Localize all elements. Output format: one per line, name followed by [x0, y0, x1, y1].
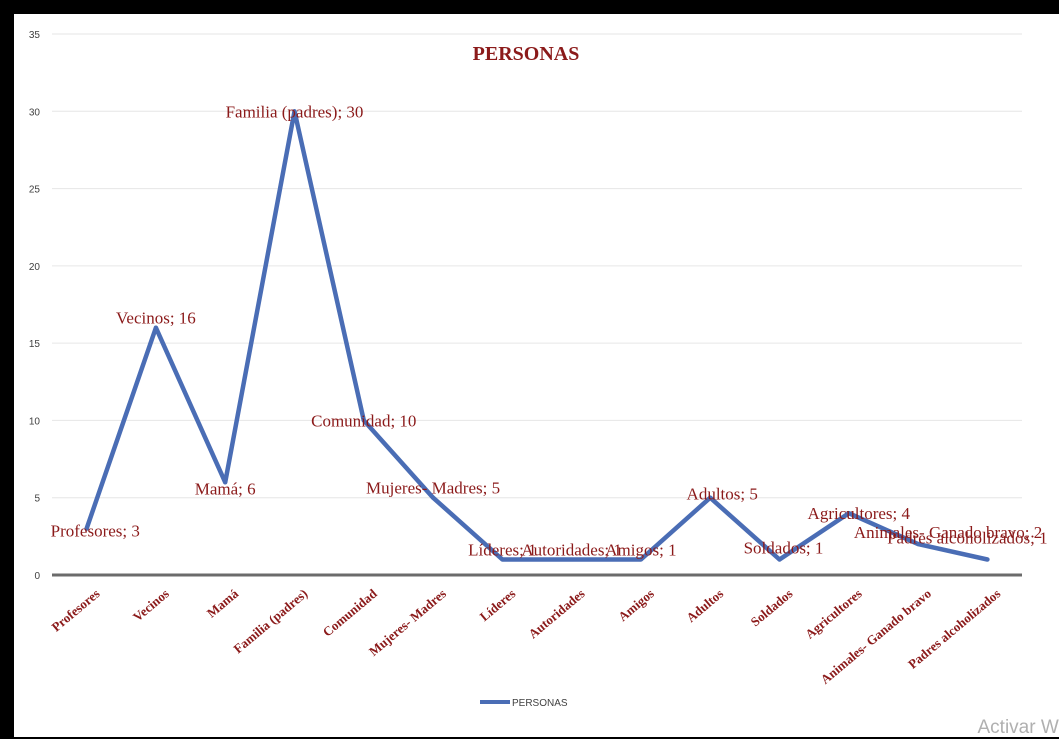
data-label: Vecinos; 16 [116, 309, 196, 328]
y-tick-label: 35 [29, 30, 41, 41]
y-tick-label: 10 [29, 416, 41, 427]
activation-watermark: Activar Wi [978, 717, 1059, 739]
x-category-label: Soldados [748, 586, 796, 630]
data-point [985, 558, 989, 562]
y-tick-label: 5 [34, 494, 40, 505]
y-tick-label: 20 [29, 262, 41, 273]
chart-frame: 0 5 10 15 20 25 30 35 PERSONAS Profesores; 3 Vecin… [14, 14, 1059, 737]
y-tick-label: 25 [29, 185, 41, 196]
data-point [778, 558, 782, 562]
chart-title: PERSONAS [473, 43, 580, 65]
x-category-label: Familia (padres) [230, 586, 310, 657]
line-chart: 0 5 10 15 20 25 30 35 PERSONAS Profesores; 3 Vecin… [14, 14, 1059, 737]
data-label: Mamá; 6 [195, 479, 256, 498]
data-label: Agricultores; 4 [808, 504, 911, 523]
y-tick-label: 15 [29, 339, 41, 350]
y-tick-label: 30 [29, 107, 41, 118]
x-category-label: Adultos [683, 586, 726, 625]
data-label: Profesores; 3 [51, 522, 140, 541]
data-label: Amigos; 1 [605, 541, 676, 560]
data-label: Padres alcoholizados; 1 [887, 529, 1048, 548]
x-category-label: Profesores [48, 586, 102, 635]
x-category-label: Vecinos [130, 586, 172, 625]
x-category-label: Agricultores [802, 586, 865, 642]
data-label: Soldados; 1 [744, 539, 824, 558]
x-category-label: Mamá [204, 585, 242, 620]
x-category-label: Autoridades [525, 586, 587, 642]
legend-label: PERSONAS [512, 698, 568, 709]
x-category-label: Amigos [615, 586, 657, 624]
x-category-label: Comunidad [320, 585, 381, 639]
data-label: Familia (padres); 30 [226, 102, 364, 121]
y-tick-label: 0 [34, 571, 40, 582]
data-label: Mujeres- Madres; 5 [366, 479, 500, 498]
x-category-label: Líderes [477, 586, 519, 624]
data-label: Adultos; 5 [687, 485, 758, 504]
data-label: Comunidad; 10 [311, 411, 416, 430]
x-category-label: Animales- Ganado bravo [818, 586, 934, 687]
